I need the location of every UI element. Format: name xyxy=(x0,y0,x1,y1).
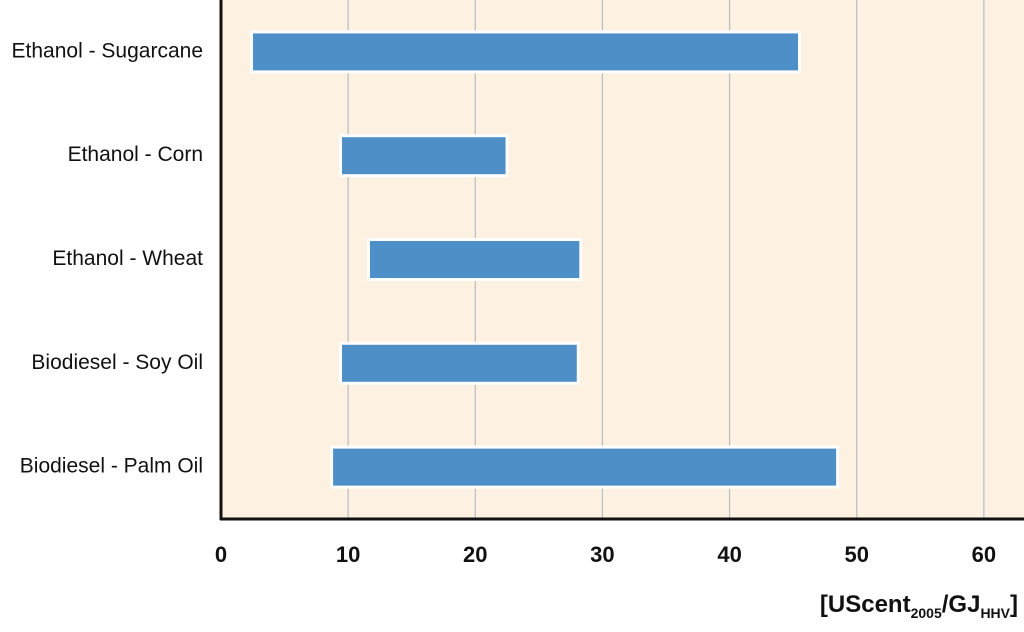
x-label-sub: 2005 xyxy=(911,605,942,621)
category-label: Ethanol - Sugarcane xyxy=(12,39,203,62)
category-label: Ethanol - Corn xyxy=(68,143,203,166)
x-label-part: /GJ xyxy=(942,591,981,618)
x-label-sub: HHV xyxy=(980,605,1010,621)
x-tick-label: 50 xyxy=(844,542,868,567)
x-tick-label: 20 xyxy=(463,542,487,567)
bar xyxy=(250,30,801,74)
bar xyxy=(366,238,583,281)
x-tick-label: 40 xyxy=(717,542,741,567)
category-label: Ethanol - Wheat xyxy=(52,247,203,270)
x-tick-label: 0 xyxy=(215,542,227,567)
category-label: Biodiesel - Soy Oil xyxy=(31,351,203,374)
x-tick-label: 30 xyxy=(590,542,614,567)
bar xyxy=(330,445,840,489)
plot-background xyxy=(221,0,1024,519)
bar xyxy=(339,134,509,178)
bar xyxy=(339,341,580,385)
x-label-part: ] xyxy=(1010,591,1018,618)
x-label-part: [UScent xyxy=(820,591,911,618)
x-tick-label: 10 xyxy=(336,542,360,567)
category-label: Biodiesel - Palm Oil xyxy=(20,455,203,478)
x-tick-label: 60 xyxy=(972,542,996,567)
x-axis-label: [UScent2005/GJHHV] xyxy=(820,591,1018,620)
